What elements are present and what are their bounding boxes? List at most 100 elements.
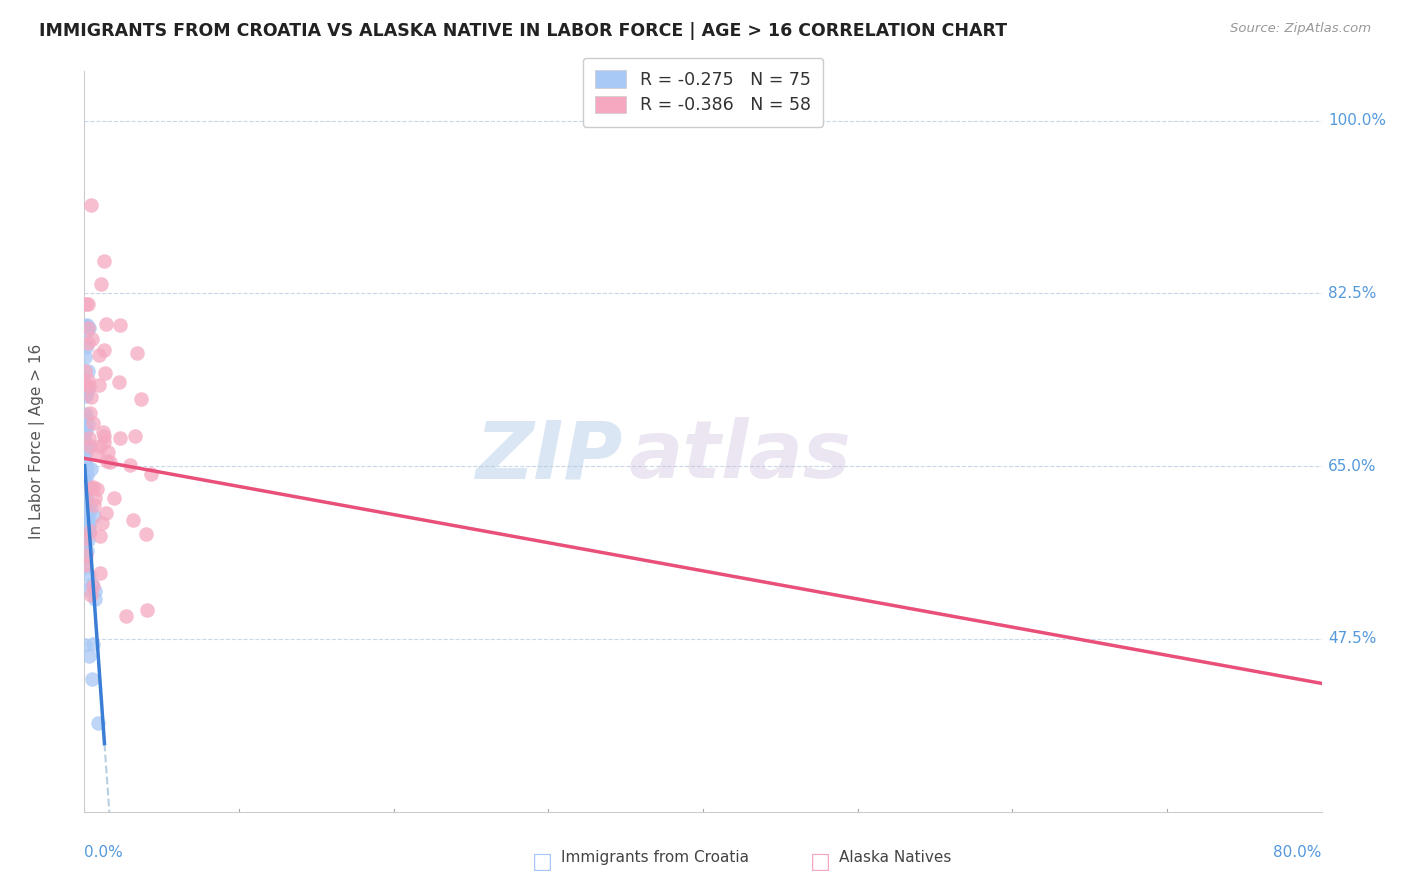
Text: 65.0%: 65.0% bbox=[1327, 458, 1376, 474]
Point bbox=[135, 527, 157, 541]
Point bbox=[73, 452, 96, 467]
Point bbox=[97, 445, 120, 459]
Point bbox=[75, 535, 97, 549]
Point bbox=[79, 524, 101, 538]
Text: IMMIGRANTS FROM CROATIA VS ALASKA NATIVE IN LABOR FORCE | AGE > 16 CORRELATION C: IMMIGRANTS FROM CROATIA VS ALASKA NATIVE… bbox=[39, 22, 1008, 40]
Point bbox=[76, 459, 98, 474]
Text: Alaska Natives: Alaska Natives bbox=[839, 850, 952, 865]
Point bbox=[73, 527, 96, 541]
Point bbox=[90, 277, 112, 291]
Point bbox=[103, 491, 125, 506]
Point bbox=[79, 379, 101, 393]
Text: 100.0%: 100.0% bbox=[1327, 113, 1386, 128]
Text: In Labor Force | Age > 16: In Labor Force | Age > 16 bbox=[30, 344, 45, 539]
Point bbox=[77, 321, 100, 335]
Point bbox=[131, 392, 153, 407]
Point bbox=[82, 637, 104, 651]
Point bbox=[75, 465, 97, 479]
Point bbox=[73, 489, 96, 503]
Point bbox=[73, 448, 96, 462]
Point bbox=[76, 493, 98, 508]
Point bbox=[83, 509, 105, 524]
Point bbox=[77, 431, 100, 445]
Point bbox=[73, 498, 96, 512]
Point bbox=[75, 363, 97, 377]
Point bbox=[79, 525, 101, 540]
Point bbox=[75, 490, 97, 504]
Point bbox=[75, 386, 97, 401]
Point bbox=[76, 335, 98, 350]
Point bbox=[79, 197, 101, 211]
Point bbox=[75, 389, 97, 403]
Point bbox=[91, 425, 114, 439]
Point bbox=[76, 544, 98, 558]
Point bbox=[120, 458, 142, 473]
Text: 80.0%: 80.0% bbox=[1274, 845, 1322, 860]
Point bbox=[93, 429, 115, 443]
Point bbox=[76, 582, 98, 596]
Point bbox=[89, 378, 111, 392]
Point bbox=[80, 332, 103, 346]
Point bbox=[80, 577, 103, 591]
Point bbox=[82, 480, 104, 494]
Point bbox=[77, 321, 100, 335]
Point bbox=[79, 500, 101, 515]
Point bbox=[124, 429, 146, 443]
Point bbox=[141, 467, 163, 481]
Point bbox=[98, 455, 121, 469]
Point bbox=[89, 348, 111, 362]
Point bbox=[76, 516, 98, 530]
Text: Immigrants from Croatia: Immigrants from Croatia bbox=[561, 850, 749, 865]
Point bbox=[82, 579, 104, 593]
Point bbox=[73, 510, 96, 524]
Text: □: □ bbox=[531, 853, 553, 872]
Point bbox=[89, 566, 111, 580]
Point bbox=[77, 417, 100, 432]
Point bbox=[75, 297, 97, 311]
Text: ZIP: ZIP bbox=[475, 417, 623, 495]
Point bbox=[89, 439, 111, 453]
Point bbox=[80, 462, 103, 476]
Point bbox=[75, 318, 97, 333]
Point bbox=[84, 592, 107, 607]
Point bbox=[108, 318, 131, 333]
Point bbox=[79, 506, 101, 520]
Point bbox=[73, 411, 96, 425]
Point bbox=[82, 673, 104, 687]
Point bbox=[76, 467, 98, 482]
Point bbox=[91, 516, 114, 530]
Point bbox=[79, 390, 101, 404]
Point bbox=[125, 346, 148, 360]
Point bbox=[79, 406, 101, 420]
Point bbox=[83, 491, 105, 505]
Point bbox=[73, 439, 96, 453]
Point bbox=[82, 416, 104, 430]
Point bbox=[77, 568, 100, 582]
Point bbox=[75, 506, 97, 520]
Point bbox=[77, 648, 100, 663]
Point bbox=[75, 350, 97, 364]
Point bbox=[73, 426, 96, 441]
Point bbox=[73, 417, 96, 431]
Point bbox=[76, 495, 98, 509]
Text: 0.0%: 0.0% bbox=[84, 845, 124, 860]
Point bbox=[75, 518, 97, 533]
Point bbox=[75, 467, 97, 482]
Point bbox=[93, 435, 115, 450]
Point bbox=[79, 438, 101, 452]
Point bbox=[73, 414, 96, 428]
Point bbox=[122, 513, 145, 527]
Point bbox=[76, 508, 98, 522]
Text: Source: ZipAtlas.com: Source: ZipAtlas.com bbox=[1230, 22, 1371, 36]
Point bbox=[83, 584, 105, 599]
Point bbox=[73, 465, 96, 479]
Point bbox=[93, 366, 115, 380]
Point bbox=[96, 453, 118, 467]
Point bbox=[93, 343, 115, 358]
Point bbox=[73, 474, 96, 488]
Point bbox=[76, 318, 98, 332]
Point bbox=[86, 482, 108, 496]
Point bbox=[76, 324, 98, 338]
Point bbox=[73, 376, 96, 391]
Point bbox=[75, 558, 97, 573]
